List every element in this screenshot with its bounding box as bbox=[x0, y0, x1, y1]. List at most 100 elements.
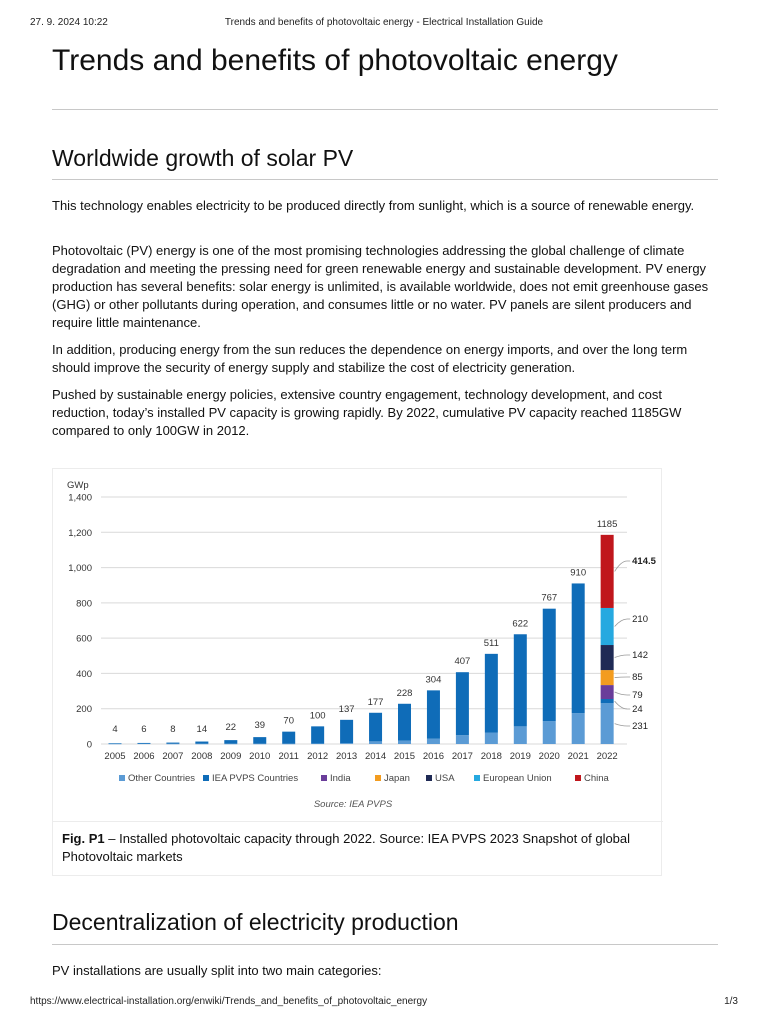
x-tick-label: 2015 bbox=[394, 751, 415, 762]
bar-segment-china bbox=[600, 534, 614, 608]
legend-swatch bbox=[474, 775, 480, 781]
callout-line bbox=[614, 691, 631, 696]
paragraph: PV installations are usually split into … bbox=[52, 963, 382, 978]
y-tick-label: 400 bbox=[76, 669, 92, 680]
paragraph: Photovoltaic (PV) energy is one of the m… bbox=[52, 243, 709, 330]
bar-segment-other-countries bbox=[571, 713, 585, 744]
section-heading-decentralization: Decentralization of electricity producti… bbox=[52, 909, 459, 935]
x-tick-label: 2006 bbox=[133, 751, 154, 762]
page-title: Trends and benefits of photovoltaic ener… bbox=[52, 44, 618, 77]
bar-segment-iea-pvps-countries bbox=[108, 743, 122, 744]
data-label-2022-japan: 85 bbox=[632, 672, 643, 683]
bar-segment-iea-pvps-countries bbox=[166, 742, 180, 744]
bar-segment-iea-pvps-countries bbox=[542, 608, 556, 722]
bar-segment-other-countries bbox=[195, 743, 209, 745]
callout-line bbox=[614, 700, 631, 710]
x-tick-label: 2019 bbox=[510, 751, 531, 762]
bar-segment-other-countries bbox=[513, 726, 527, 744]
legend-label: European Union bbox=[483, 773, 552, 784]
data-label-total: 6 bbox=[141, 724, 146, 735]
data-label-total: 137 bbox=[339, 704, 355, 715]
x-tick-label: 2020 bbox=[539, 751, 560, 762]
figure-caption: Fig. P1 – Installed photovoltaic capacit… bbox=[53, 821, 663, 877]
data-label-2022-india: 79 bbox=[632, 690, 643, 701]
bar-segment-other-countries bbox=[108, 743, 122, 745]
bar-segment-iea-pvps-countries bbox=[571, 583, 585, 714]
x-tick-label: 2005 bbox=[104, 751, 125, 762]
legend-label: China bbox=[584, 773, 610, 784]
data-label-2022-china: 414.5 bbox=[632, 556, 656, 567]
data-label-total: 22 bbox=[226, 722, 237, 733]
bar-segment-iea-pvps-countries bbox=[195, 741, 209, 744]
legend-label: India bbox=[330, 773, 351, 784]
bar-segment-iea-pvps-countries bbox=[455, 672, 469, 736]
data-label-total: 14 bbox=[197, 724, 208, 735]
callout-line bbox=[614, 723, 631, 727]
print-page-number: 1/3 bbox=[724, 996, 738, 1007]
bar-segment-iea-pvps-countries bbox=[484, 653, 498, 733]
chart-source: Source: IEA PVPS bbox=[314, 799, 393, 810]
bar-segment-other-countries bbox=[282, 743, 296, 745]
legend-swatch bbox=[119, 775, 125, 781]
data-label-total: 4 bbox=[112, 724, 117, 735]
y-tick-label: 200 bbox=[76, 704, 92, 715]
x-tick-label: 2018 bbox=[481, 751, 502, 762]
x-tick-label: 2007 bbox=[162, 751, 183, 762]
data-label-total: 511 bbox=[484, 638, 499, 649]
print-title: Trends and benefits of photovoltaic ener… bbox=[224, 17, 544, 28]
callout-line bbox=[614, 676, 631, 678]
x-tick-label: 2022 bbox=[597, 751, 618, 762]
divider bbox=[52, 179, 718, 180]
x-tick-label: 2016 bbox=[423, 751, 444, 762]
caption-label: Fig. P1 bbox=[62, 831, 105, 846]
figure: GWp 0 200 400 600 800 1,000 1,200 1,400 2005 4 2006… bbox=[52, 468, 663, 877]
bar-segment-iea-pvps-countries bbox=[224, 740, 238, 744]
y-tick-label: 0 bbox=[87, 740, 92, 751]
y-tick-label: 1,000 bbox=[68, 563, 92, 574]
bar-segment-india bbox=[600, 685, 614, 700]
data-label-total: 70 bbox=[283, 716, 294, 727]
bar-segment-iea-pvps-countries bbox=[282, 731, 296, 744]
legend-swatch bbox=[426, 775, 432, 781]
data-label-total: 304 bbox=[426, 674, 442, 685]
legend-label: USA bbox=[435, 773, 455, 784]
y-tick-label: 1,400 bbox=[68, 493, 92, 504]
print-url: https://www.electrical-installation.org/… bbox=[30, 996, 428, 1007]
x-tick-label: 2011 bbox=[278, 751, 298, 762]
paragraph: This technology enables electricity to b… bbox=[52, 198, 695, 213]
data-label-total: 8 bbox=[170, 724, 175, 735]
data-label-2022-iea-pvps-countries: 24 bbox=[632, 704, 643, 715]
print-datetime: 27. 9. 2024 10:22 bbox=[30, 17, 108, 28]
divider bbox=[52, 109, 718, 110]
data-label-total: 1185 bbox=[597, 519, 617, 530]
bar-segment-other-countries bbox=[311, 743, 325, 745]
bar-segment-other-countries bbox=[398, 740, 411, 744]
x-tick-label: 2008 bbox=[191, 751, 212, 762]
bar-segment-other-countries bbox=[484, 732, 498, 744]
bar-segment-other-countries bbox=[542, 721, 556, 744]
legend-swatch bbox=[375, 775, 381, 781]
data-label-total: 622 bbox=[512, 618, 528, 629]
x-tick-label: 2010 bbox=[249, 751, 270, 762]
caption-text: – Installed photovoltaic capacity throug… bbox=[62, 831, 631, 864]
data-label-total: 100 bbox=[310, 710, 326, 721]
data-label-total: 228 bbox=[397, 688, 413, 699]
data-label-total: 767 bbox=[541, 593, 557, 604]
legend-label: Other Countries bbox=[128, 773, 195, 784]
section-heading-growth: Worldwide growth of solar PV bbox=[52, 145, 354, 171]
legend-swatch bbox=[203, 775, 209, 781]
bar-segment-iea-pvps-countries bbox=[369, 712, 383, 742]
bar-segment-iea-pvps-countries bbox=[137, 742, 151, 744]
y-axis-label: GWp bbox=[67, 480, 89, 491]
callout-line bbox=[614, 618, 631, 627]
bar-segment-other-countries bbox=[426, 738, 440, 744]
paragraph: In addition, producing energy from the s… bbox=[52, 342, 688, 375]
bar-segment-iea-pvps-countries bbox=[513, 634, 527, 727]
x-tick-label: 2014 bbox=[365, 751, 386, 762]
divider bbox=[52, 944, 718, 945]
bar-segment-japan bbox=[600, 670, 614, 686]
data-label-total: 407 bbox=[454, 656, 470, 667]
x-tick-label: 2009 bbox=[220, 751, 241, 762]
data-label-total: 177 bbox=[368, 697, 384, 708]
bar-segment-other-countries bbox=[253, 743, 267, 745]
